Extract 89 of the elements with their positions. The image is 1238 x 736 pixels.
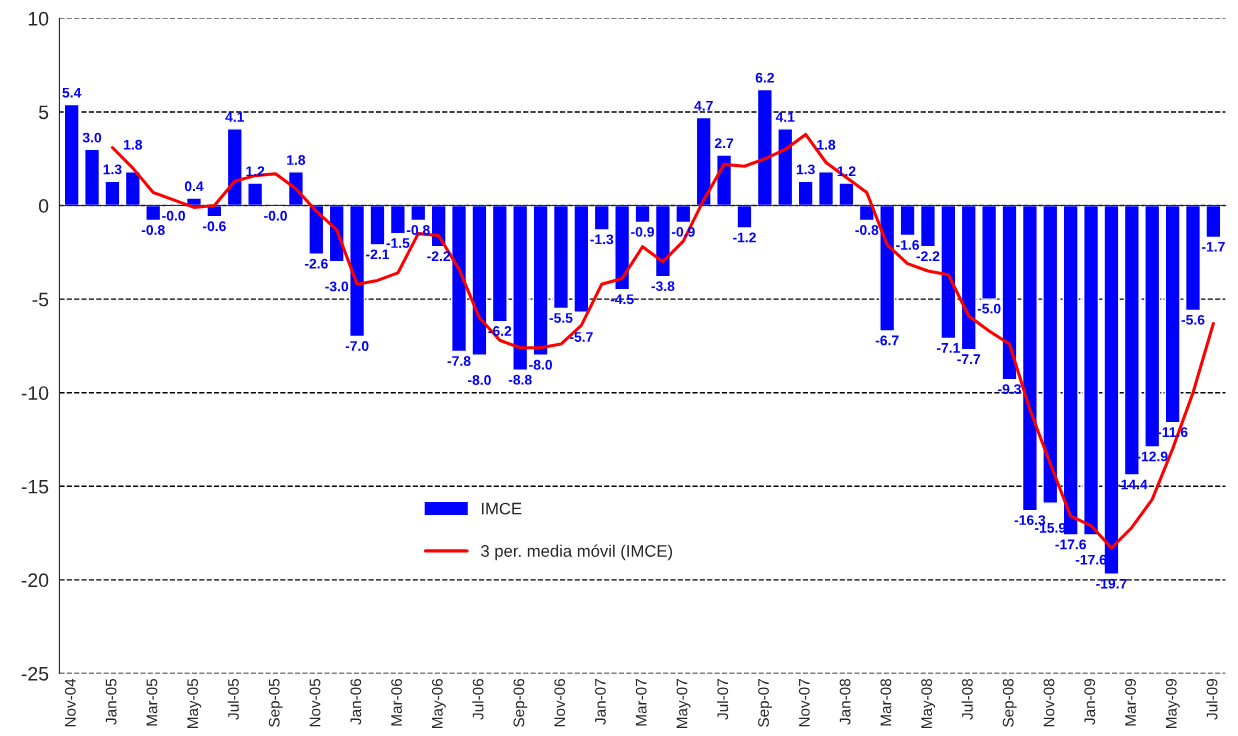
x-tick-label: Jan-08 <box>839 678 851 725</box>
x-tick-label: Jan-09 <box>1084 679 1096 725</box>
data-label: -0.6 <box>202 221 226 232</box>
data-label: 1.8 <box>124 139 143 150</box>
data-label: -12.9 <box>1136 451 1168 462</box>
data-label: -3.0 <box>325 281 349 292</box>
data-label: -8.0 <box>468 375 491 385</box>
data-label: -1.3 <box>590 234 614 245</box>
data-label: -7.1 <box>936 343 960 353</box>
x-tick-label: Mar-09 <box>1125 679 1136 726</box>
data-label: -5.7 <box>569 332 593 342</box>
y-tick-label: 0 <box>38 199 49 213</box>
x-tick-label: Jul-09 <box>1206 679 1218 720</box>
x-tick-label: Jan-06 <box>350 678 362 725</box>
x-tick-label: Nov-04 <box>64 678 76 727</box>
x-tick-label: Mar-06 <box>391 678 402 726</box>
data-label: -19.7 <box>1096 578 1127 589</box>
x-tick-label: Nov-08 <box>1043 678 1055 727</box>
data-label: -1.6 <box>896 240 920 250</box>
data-label: 1.8 <box>287 155 306 165</box>
data-label: -8.8 <box>508 374 532 385</box>
data-label: 4.1 <box>225 112 245 122</box>
x-tick-label: Jul-06 <box>472 678 484 720</box>
x-tick-label: Sep-05 <box>268 678 283 727</box>
x-tick-label: Jan-05 <box>105 678 117 725</box>
data-label: -1.2 <box>733 232 756 243</box>
data-label: -1.5 <box>386 238 410 248</box>
x-tick-label: Sep-08 <box>1002 678 1017 727</box>
x-tick-label: May-08 <box>921 678 936 728</box>
x-tick-label: May-05 <box>187 678 202 728</box>
y-tick-label: -25 <box>21 666 49 681</box>
x-tick-label: Jul-08 <box>961 678 973 720</box>
data-label: 1.8 <box>817 139 836 150</box>
data-label: -4.5 <box>610 294 634 305</box>
data-label: -17.6 <box>1055 539 1086 550</box>
data-label: -8.0 <box>529 359 552 370</box>
data-label: -5.0 <box>977 303 1001 314</box>
data-label: -0.9 <box>631 226 654 237</box>
data-label: -7.7 <box>957 354 981 364</box>
legend-label: IMCE <box>481 502 522 515</box>
x-tick-label: Mar-08 <box>880 678 892 726</box>
x-tick-label: Mar-07 <box>635 679 647 726</box>
data-label: -3.8 <box>651 281 675 292</box>
data-label: 1.2 <box>246 166 265 177</box>
data-label: 2.7 <box>714 138 734 148</box>
y-tick-label: -5 <box>32 292 49 307</box>
x-tick-label: Jan-07 <box>595 679 606 725</box>
legend-label: 3 per. media móvil (IMCE) <box>481 544 673 561</box>
data-label: -7.8 <box>447 356 471 366</box>
data-label: -0.0 <box>162 210 185 221</box>
data-label: -2.2 <box>427 251 451 261</box>
data-label: 1.3 <box>103 164 122 175</box>
y-tick-label: -10 <box>21 386 49 400</box>
data-label: -16.3 <box>1014 515 1046 525</box>
y-tick-label: 5 <box>38 105 49 120</box>
data-label: 1.3 <box>796 164 815 175</box>
x-tick-label: May-07 <box>676 679 691 728</box>
y-tick-label: -15 <box>21 479 49 494</box>
x-tick-label: Nov-05 <box>309 678 321 727</box>
data-label: -2.6 <box>304 258 328 269</box>
x-tick-label: Nov-06 <box>554 678 566 727</box>
data-label: 5.4 <box>62 87 82 98</box>
data-label: -9.3 <box>998 384 1021 394</box>
x-tick-label: May-06 <box>431 678 446 728</box>
x-tick-label: Jul-07 <box>716 679 729 720</box>
x-tick-label: May-09 <box>1165 679 1180 728</box>
data-label: -2.2 <box>916 251 940 261</box>
data-label: -5.6 <box>1181 314 1205 325</box>
data-label: -5.5 <box>549 313 573 323</box>
x-tick-label: Nov-07 <box>798 679 810 727</box>
data-label: 3.0 <box>82 132 102 143</box>
data-label: -0.8 <box>855 225 879 235</box>
x-tick-label: Mar-05 <box>146 678 158 726</box>
data-label: -0.0 <box>264 210 287 221</box>
data-label: 4.7 <box>694 100 713 111</box>
data-label: -1.7 <box>1201 242 1225 252</box>
data-label: 6.2 <box>755 72 774 83</box>
data-label: -2.1 <box>366 249 390 260</box>
data-label: -0.8 <box>141 225 165 235</box>
data-label: -6.7 <box>875 335 899 346</box>
x-tick-label: Sep-07 <box>758 679 772 727</box>
data-label: 0.4 <box>184 181 204 192</box>
data-label: 4.1 <box>775 112 795 122</box>
data-label: -0.8 <box>406 225 430 235</box>
x-tick-label: Sep-06 <box>513 678 528 727</box>
x-tick-label: Jul-05 <box>227 678 239 720</box>
y-tick-label: 10 <box>28 11 49 26</box>
data-label: -7.0 <box>345 341 369 351</box>
y-tick-label: -20 <box>21 573 49 588</box>
